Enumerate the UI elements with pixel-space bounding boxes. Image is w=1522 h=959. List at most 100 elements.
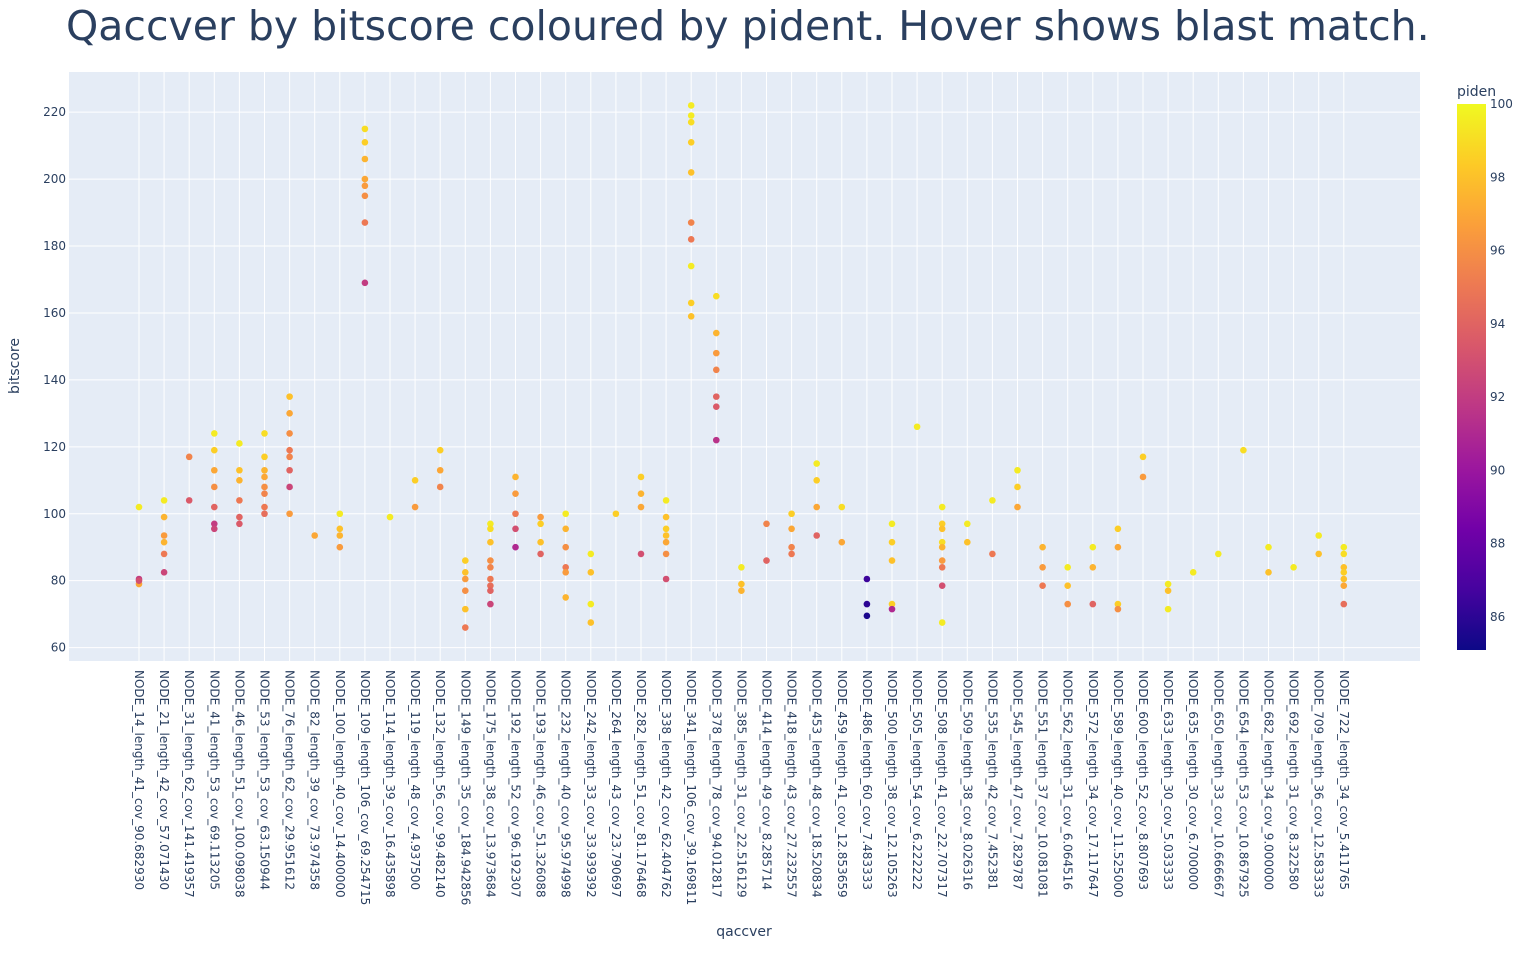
data-point <box>913 423 921 431</box>
data-point <box>462 569 469 576</box>
data-point <box>738 580 745 588</box>
data-point <box>562 594 569 601</box>
data-point <box>286 430 293 437</box>
data-point <box>938 503 946 511</box>
y-tick-label: 100 <box>43 507 66 521</box>
data-point <box>436 483 444 491</box>
data-point <box>1340 582 1348 590</box>
data-point <box>361 219 369 226</box>
x-tick-label: NODE_633_length_30_cov_5.033333 <box>1161 670 1175 890</box>
colorbar-ticks: 86 88 90 92 94 96 98 100 <box>1490 97 1513 624</box>
data-point <box>537 538 544 546</box>
data-point <box>938 520 946 528</box>
data-point <box>1039 563 1046 571</box>
data-point <box>537 550 544 558</box>
x-tick-label: NODE_53_length_53_cov_63.150944 <box>258 670 272 890</box>
data-point <box>1164 605 1172 613</box>
data-point <box>713 349 720 357</box>
data-point <box>160 550 168 558</box>
data-point <box>587 619 595 626</box>
data-point <box>286 510 293 518</box>
x-axis-ticks: NODE_14_length_41_cov_90.682930 NODE_21_l… <box>132 670 1351 905</box>
colorbar-tick-label: 90 <box>1490 463 1505 477</box>
data-point <box>487 582 494 590</box>
x-tick-label: NODE_414_length_49_cov_8.285714 <box>760 670 774 890</box>
x-tick-label: NODE_635_length_30_cov_6.700000 <box>1186 670 1200 890</box>
data-point <box>462 624 469 631</box>
data-point <box>1315 550 1322 558</box>
data-point <box>361 125 369 133</box>
data-point <box>512 543 519 551</box>
data-point <box>236 466 243 474</box>
data-point <box>487 563 494 571</box>
data-point <box>938 619 946 626</box>
data-point <box>964 538 971 546</box>
data-point <box>436 466 444 474</box>
x-tick-label: NODE_41_length_53_cov_69.113205 <box>207 670 221 890</box>
data-point <box>1089 543 1097 551</box>
y-tick-label: 200 <box>43 172 66 186</box>
data-point <box>1340 563 1348 571</box>
data-point <box>687 262 695 270</box>
data-point <box>713 436 720 444</box>
data-point <box>587 600 595 608</box>
x-tick-label: NODE_31_length_62_cov_141.419357 <box>182 670 196 898</box>
data-point <box>286 453 293 461</box>
data-point <box>838 538 846 546</box>
data-point <box>487 538 494 546</box>
data-point <box>612 510 620 518</box>
data-point <box>1290 563 1297 571</box>
data-point <box>687 169 695 176</box>
data-point <box>788 525 795 533</box>
data-point <box>487 575 494 583</box>
data-point <box>1340 550 1348 558</box>
x-tick-label: NODE_535_length_42_cov_7.452381 <box>985 670 999 890</box>
data-point <box>562 563 569 571</box>
x-tick-label: NODE_132_length_56_cov_99.482140 <box>433 670 447 898</box>
x-tick-label: NODE_14_length_41_cov_90.682930 <box>132 670 146 890</box>
data-point <box>261 430 268 437</box>
data-point <box>1139 453 1147 461</box>
x-tick-label: NODE_692_length_31_cov_8.322580 <box>1287 670 1301 890</box>
data-point <box>938 563 946 571</box>
x-tick-label: NODE_572_length_34_cov_17.117647 <box>1086 670 1100 898</box>
x-tick-label: NODE_709_length_36_cov_12.583333 <box>1312 670 1326 898</box>
data-point <box>160 538 168 546</box>
y-tick-label: 220 <box>43 105 66 119</box>
data-point <box>236 497 243 504</box>
data-point <box>687 112 695 119</box>
data-point <box>512 473 519 481</box>
data-point <box>487 557 494 564</box>
x-tick-label: NODE_654_length_53_cov_10.867925 <box>1236 670 1250 898</box>
x-tick-label: NODE_545_length_47_cov_7.829787 <box>1011 670 1025 890</box>
x-axis-title: qaccver <box>716 924 772 940</box>
data-point <box>838 503 846 511</box>
data-point <box>938 557 946 564</box>
data-point <box>361 175 369 183</box>
data-point <box>286 466 293 474</box>
data-point <box>286 410 293 417</box>
data-point <box>687 299 695 307</box>
data-point <box>1265 543 1272 551</box>
data-point <box>562 543 569 551</box>
data-point <box>211 503 218 511</box>
y-axis-title: bitscore <box>7 338 23 394</box>
data-point <box>938 543 946 551</box>
data-point <box>813 503 820 511</box>
data-point <box>788 550 795 558</box>
data-point <box>537 520 544 528</box>
data-point <box>1164 580 1172 588</box>
colorbar-title: piden <box>1457 84 1496 100</box>
data-point <box>662 550 670 558</box>
x-tick-label: NODE_486_length_60_cov_7.483333 <box>860 670 874 890</box>
x-tick-label: NODE_76_length_62_cov_29.951612 <box>283 670 297 890</box>
data-point <box>411 476 419 484</box>
data-point <box>261 483 268 491</box>
x-tick-label: NODE_100_length_40_cov_14.400000 <box>333 670 347 898</box>
data-point <box>587 550 595 558</box>
colorbar-tick-label: 94 <box>1490 317 1505 331</box>
data-point <box>487 587 494 595</box>
data-point <box>687 236 695 243</box>
data-point <box>1215 550 1222 558</box>
